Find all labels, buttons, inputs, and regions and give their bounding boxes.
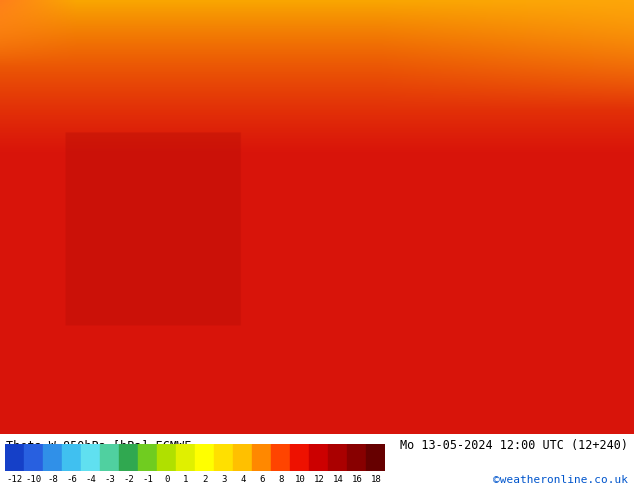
Text: ©weatheronline.co.uk: ©weatheronline.co.uk xyxy=(493,475,628,486)
Text: 4: 4 xyxy=(240,475,245,485)
Bar xyxy=(290,444,309,471)
Bar xyxy=(62,444,81,471)
Text: 16: 16 xyxy=(352,475,362,485)
Text: -3: -3 xyxy=(105,475,115,485)
Text: 12: 12 xyxy=(314,475,324,485)
Text: Theta-W 850hPa [hPa] ECMWF: Theta-W 850hPa [hPa] ECMWF xyxy=(6,439,191,452)
Text: 8: 8 xyxy=(278,475,283,485)
Text: 10: 10 xyxy=(295,475,305,485)
Bar xyxy=(24,444,43,471)
Text: -6: -6 xyxy=(67,475,77,485)
Bar xyxy=(366,444,385,471)
Bar xyxy=(43,444,62,471)
Bar xyxy=(81,444,100,471)
Bar xyxy=(195,444,214,471)
Text: -12: -12 xyxy=(6,475,23,485)
Bar xyxy=(138,444,157,471)
Text: 1: 1 xyxy=(183,475,188,485)
Bar xyxy=(233,444,252,471)
Bar xyxy=(157,444,176,471)
Bar xyxy=(5,444,24,471)
Bar xyxy=(252,444,271,471)
Bar xyxy=(347,444,366,471)
Text: -8: -8 xyxy=(48,475,58,485)
Text: 6: 6 xyxy=(259,475,264,485)
Bar xyxy=(176,444,195,471)
Text: -2: -2 xyxy=(124,475,134,485)
Bar xyxy=(100,444,119,471)
Text: 3: 3 xyxy=(221,475,226,485)
Text: Mo 13-05-2024 12:00 UTC (12+240): Mo 13-05-2024 12:00 UTC (12+240) xyxy=(399,439,628,452)
Text: -4: -4 xyxy=(86,475,96,485)
Text: -10: -10 xyxy=(25,475,42,485)
Text: 14: 14 xyxy=(333,475,343,485)
Bar xyxy=(271,444,290,471)
Text: 2: 2 xyxy=(202,475,207,485)
Bar xyxy=(328,444,347,471)
Bar xyxy=(214,444,233,471)
Text: 18: 18 xyxy=(371,475,381,485)
Text: -1: -1 xyxy=(143,475,153,485)
Bar xyxy=(309,444,328,471)
Text: 0: 0 xyxy=(164,475,169,485)
Bar xyxy=(119,444,138,471)
